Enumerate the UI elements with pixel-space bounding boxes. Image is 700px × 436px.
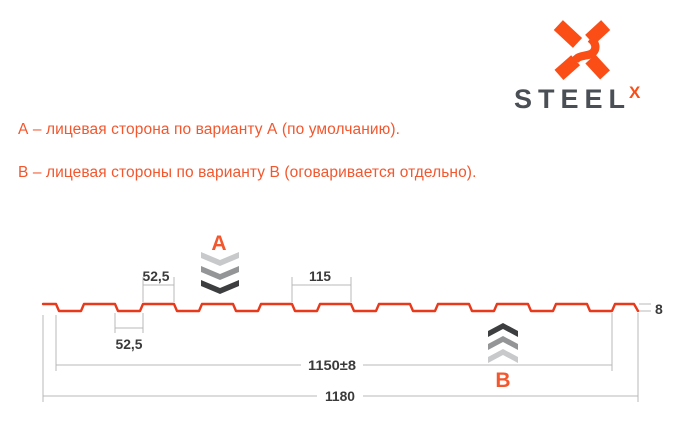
- note-variant-b: В – лицевая стороны по варианту В (огова…: [18, 164, 477, 181]
- chevron-up-mid-icon: [488, 336, 518, 350]
- brand-name-text: STEEL: [514, 84, 632, 114]
- logo-arm-top-left: [553, 20, 583, 48]
- brand-logo: STEELX: [500, 14, 690, 116]
- logo-chain-link: [570, 35, 600, 64]
- sheet-profile-outline: [41, 302, 640, 313]
- chevron-up-light-icon: [488, 349, 518, 363]
- chevron-down-light-icon: [201, 252, 239, 266]
- dim-rib-top-flat: 52,5: [143, 268, 170, 284]
- brand-sup-x: X: [629, 83, 641, 102]
- side-b-label: В: [495, 369, 510, 392]
- logo-arm-bottom-right: [585, 54, 610, 80]
- dim-overall-width: 1180: [325, 388, 355, 404]
- dimension-lines: [43, 284, 651, 397]
- dim-working-width: 1150±8: [308, 357, 356, 373]
- logo-arm-bottom-left: [554, 55, 581, 80]
- dim-rib-bottom-flat: 52,5: [116, 336, 143, 352]
- steelx-chain-x-icon: [553, 20, 611, 80]
- chevron-down-dark-icon: [201, 280, 239, 294]
- side-b-marker: В: [488, 323, 518, 392]
- side-a-label: А: [211, 232, 226, 255]
- extension-lines: [42, 277, 639, 402]
- side-a-marker: А: [201, 232, 239, 294]
- dim-rib-pitch: 115: [309, 268, 331, 284]
- note-variant-a: А – лицевая сторона по варианту А (по ум…: [18, 121, 401, 138]
- brand-wordmark: STEELX: [514, 83, 690, 114]
- chevron-down-mid-icon: [201, 266, 239, 280]
- dimension-labels: 52,5 115 52,5 8 1150±8 1180: [116, 268, 664, 404]
- dim-profile-height: 8: [655, 301, 663, 317]
- chevron-up-dark-icon: [488, 323, 518, 337]
- profile-drawing: 52,5 115 52,5 8 1150±8 1180 А В: [41, 232, 664, 404]
